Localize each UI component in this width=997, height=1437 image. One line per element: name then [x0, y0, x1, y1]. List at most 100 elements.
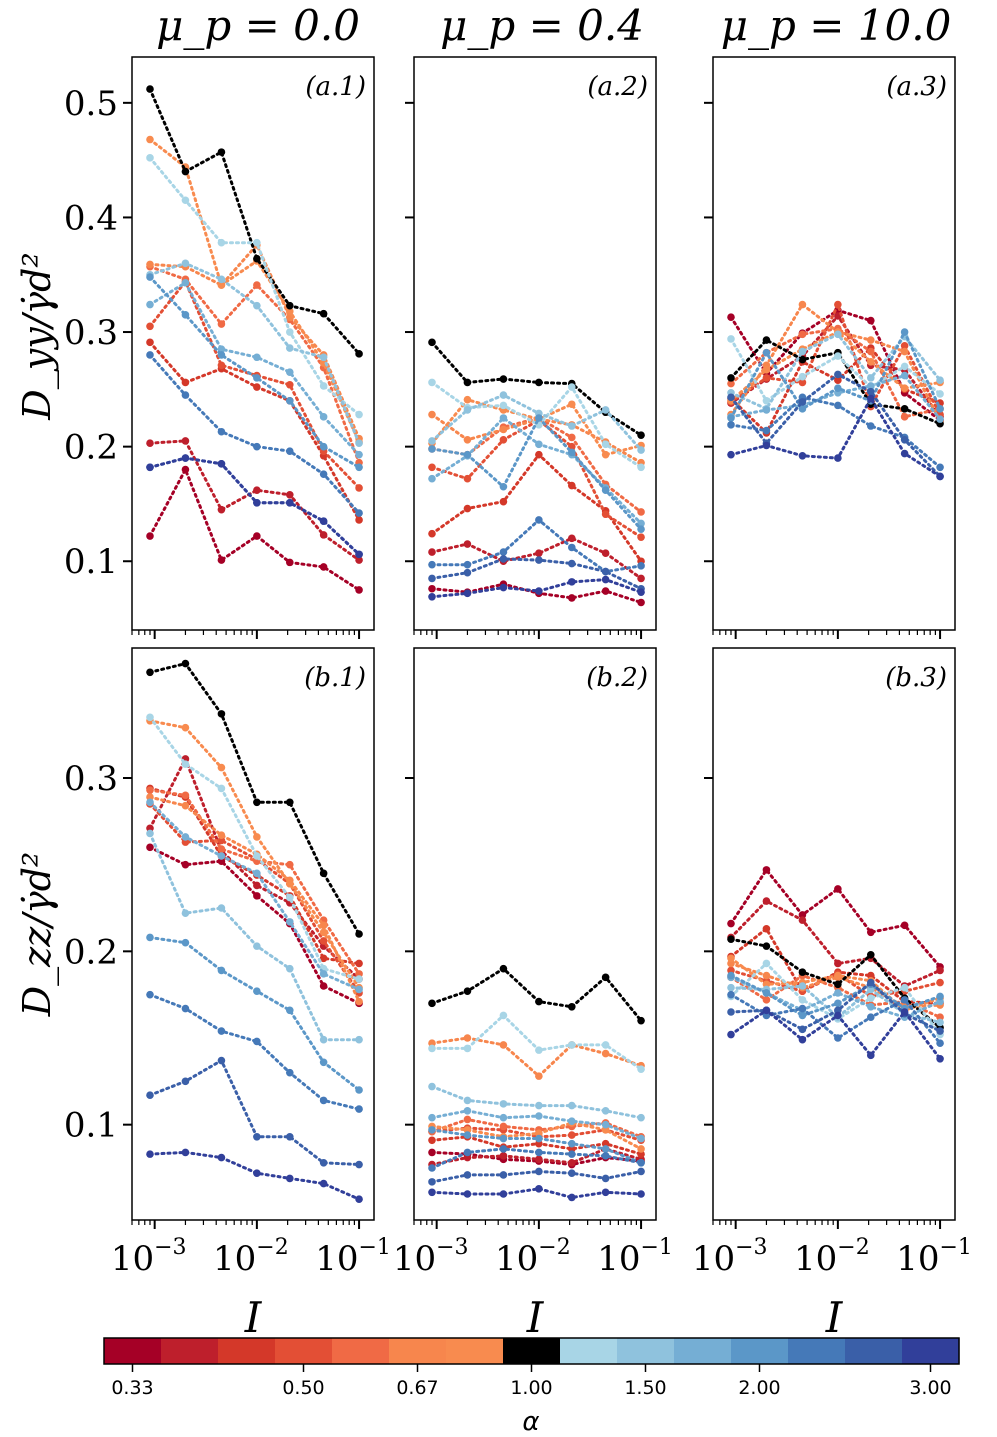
colorbar-swatch [503, 1338, 561, 1364]
data-point [253, 892, 261, 900]
data-point [936, 1027, 944, 1035]
data-point [499, 548, 508, 556]
panels: 0.1 0.2 0.3 0.4 0.5 (a.1) (a.2) (a.3) 0.1 0.2 0.3 (… [64, 56, 956, 1229]
data-point [637, 533, 645, 541]
data-point [762, 336, 771, 344]
data-point [866, 382, 875, 390]
data-point [762, 441, 771, 450]
panel-label: (a.3) [886, 72, 947, 102]
data-point [463, 1153, 472, 1162]
data-point [181, 1148, 190, 1157]
data-point [217, 784, 226, 793]
data-point [146, 135, 154, 144]
y-tick-label: 0.1 [64, 1106, 118, 1146]
data-point [285, 860, 294, 869]
data-point [834, 885, 842, 893]
series-line-alpha-1.75 [430, 416, 643, 525]
data-point [217, 857, 226, 865]
colorbar-swatch [902, 1338, 960, 1364]
data-point [567, 1139, 576, 1148]
data-point [428, 1126, 436, 1134]
data-point [181, 723, 190, 732]
data-point [762, 397, 771, 405]
data-point [181, 1077, 190, 1086]
data-point [463, 1148, 472, 1157]
data-point [834, 971, 842, 980]
data-point [217, 904, 226, 912]
data-point [567, 448, 576, 457]
data-point [798, 398, 807, 406]
data-point [834, 330, 842, 339]
colorbar-swatches [104, 1338, 960, 1364]
data-point [499, 555, 508, 563]
data-point [319, 517, 328, 525]
data-point [567, 1169, 576, 1177]
column-titles: μ_p = 0.0 μ_p = 0.4 μ_p = 10.0 [156, 1, 951, 50]
data-point [181, 938, 190, 947]
data-point [834, 401, 842, 410]
series-line-alpha-0.80 [148, 138, 361, 444]
data-point [762, 866, 771, 874]
data-point [285, 798, 294, 807]
data-point [253, 852, 261, 860]
data-point [601, 1041, 610, 1049]
data-point [499, 1041, 508, 1049]
data-point [217, 556, 226, 564]
data-point [181, 454, 190, 462]
colorbar-tick-label: 3.00 [909, 1377, 951, 1399]
data-point [319, 563, 328, 571]
data-point [601, 1126, 610, 1134]
data-point [428, 548, 436, 556]
data-point [253, 353, 261, 362]
data-point [428, 463, 436, 472]
data-point [217, 836, 226, 845]
data-point [727, 966, 735, 975]
data-point [428, 574, 436, 583]
data-point [355, 985, 363, 994]
data-point [499, 1113, 508, 1122]
data-point [285, 964, 294, 973]
data-point [499, 1011, 508, 1020]
data-point [727, 959, 735, 968]
data-point [253, 869, 261, 878]
data-point [319, 869, 328, 878]
data-point [253, 798, 261, 807]
data-point [355, 1035, 363, 1044]
data-point [499, 375, 508, 383]
x-tick-label: 10−1 [315, 1235, 391, 1279]
data-point [936, 463, 944, 472]
colorbar-ticks: 0.33 0.50 0.67 1.00 1.50 2.00 3.00 [111, 1364, 952, 1399]
data-point [253, 532, 261, 540]
data-point [355, 1086, 363, 1094]
series-line-alpha-1.50 [148, 261, 361, 445]
data-point [535, 1185, 543, 1193]
data-point [798, 996, 807, 1004]
data-point [866, 374, 875, 382]
data-point [798, 347, 807, 356]
series-line-alpha-1.20 [430, 1013, 643, 1071]
data-point [601, 1188, 610, 1197]
data-point [637, 431, 645, 439]
data-point [146, 154, 154, 162]
data-point [146, 532, 154, 540]
y-tick-label: 0.5 [64, 84, 118, 124]
data-point [181, 465, 190, 474]
x-tick-label: 10−3 [393, 1235, 469, 1279]
data-point [428, 1136, 436, 1145]
data-point [146, 1150, 154, 1158]
data-point [428, 529, 436, 538]
data-point [900, 996, 909, 1004]
colorbar-tick-label: 0.33 [111, 1377, 153, 1399]
data-point [900, 328, 909, 336]
data-point [355, 1195, 363, 1203]
series-line-alpha-1.00 [148, 87, 361, 356]
data-point [834, 370, 842, 379]
data-point [535, 1046, 543, 1054]
data-point [637, 1113, 645, 1122]
data-point [463, 1131, 472, 1139]
data-point [567, 383, 576, 391]
data-point [428, 474, 436, 483]
data-point [463, 474, 472, 483]
data-point [727, 414, 735, 422]
data-point [253, 1169, 261, 1177]
